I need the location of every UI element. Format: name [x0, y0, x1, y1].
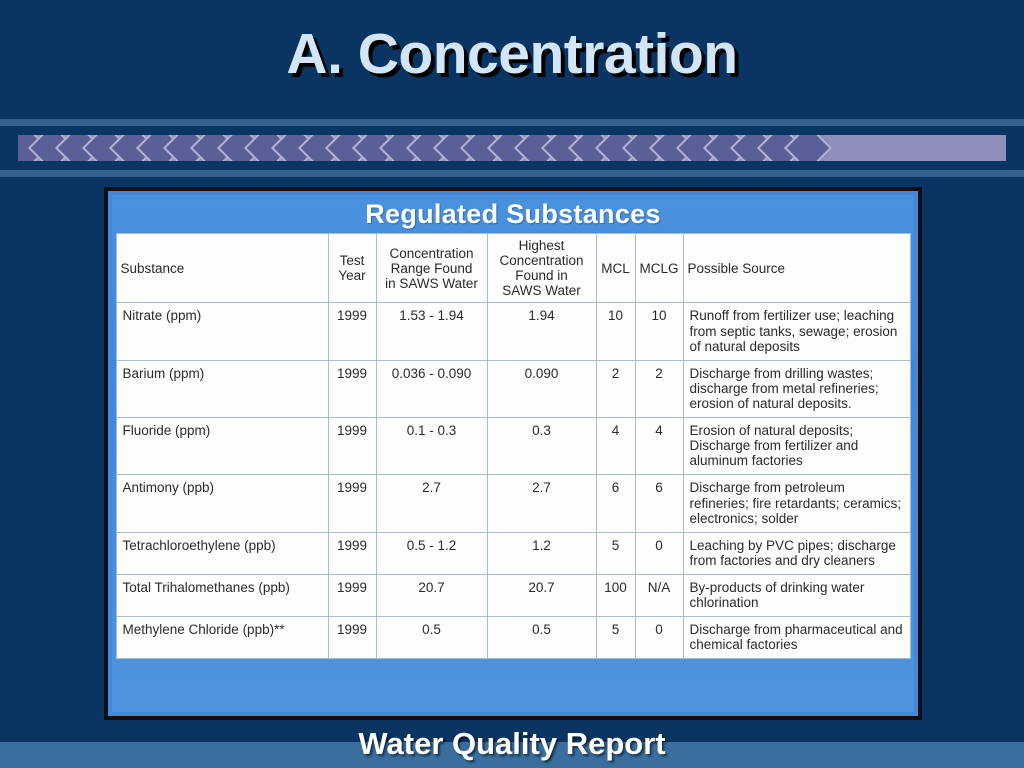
cell-highest: 0.3	[486, 417, 597, 476]
figure-inner-panel: Regulated Substances Substance Test Year…	[112, 195, 914, 712]
cell-highest: 0.090	[486, 359, 597, 419]
col-header-highest-line3: Found in	[515, 268, 568, 284]
cell-test-year: 1999	[327, 474, 377, 533]
cell-mclg: N/A	[634, 573, 684, 618]
cell-mcl: 2	[595, 359, 636, 419]
cell-substance: Nitrate (ppm)	[115, 302, 329, 361]
cell-range: 1.53 - 1.94	[375, 302, 488, 361]
cell-test-year: 1999	[327, 531, 377, 575]
cell-substance: Antimony (ppb)	[115, 474, 329, 533]
table-row: Total Trihalomethanes (ppb) 1999 20.7 20.7 1…	[115, 573, 911, 618]
cell-range: 2.7	[375, 474, 488, 533]
page-title: A. Concentration	[286, 22, 738, 86]
cell-mcl: 5	[595, 616, 636, 660]
cell-possible-source: Discharge from petroleum refineries; fir…	[682, 474, 911, 533]
diamond-row	[18, 135, 1006, 161]
cell-possible-source: Leaching by PVC pipes; discharge from fa…	[682, 531, 911, 575]
diamond-strip	[18, 135, 1006, 161]
cell-substance: Barium (ppm)	[115, 359, 329, 419]
col-header-test-year: Test Year	[327, 232, 377, 304]
cell-test-year: 1999	[327, 359, 377, 419]
col-header-test-year-line2: Year	[338, 268, 366, 284]
table-row: Fluoride (ppm) 1999 0.1 - 0.3 0.3 4 4 Erosion …	[115, 417, 911, 476]
regulated-substances-figure: Regulated Substances Substance Test Year…	[104, 187, 922, 720]
col-header-highest-line4: SAWS Water	[502, 283, 581, 299]
cell-mclg: 2	[634, 359, 684, 419]
col-header-range-line2: Range Found	[390, 260, 473, 276]
cell-possible-source: Runoff from fertilizer use; leaching fro…	[682, 302, 911, 361]
cell-highest: 0.5	[486, 616, 597, 660]
cell-substance: Fluoride (ppm)	[115, 417, 329, 476]
band-rule-bottom	[0, 170, 1024, 177]
cell-range: 20.7	[375, 573, 488, 618]
table-row: Barium (ppm) 1999 0.036 - 0.090 0.090 2 2 Disc…	[115, 359, 911, 419]
cell-possible-source: By-products of drinking water chlorinati…	[682, 573, 911, 618]
cell-test-year: 1999	[327, 302, 377, 361]
cell-range: 0.036 - 0.090	[375, 359, 488, 419]
table-row: Nitrate (ppm) 1999 1.53 - 1.94 1.94 10 10 Runo…	[115, 302, 911, 361]
cell-range: 0.5 - 1.2	[375, 531, 488, 575]
cell-highest: 20.7	[486, 573, 597, 618]
cell-test-year: 1999	[327, 616, 377, 660]
table-body: Nitrate (ppm) 1999 1.53 - 1.94 1.94 10 10 Runo…	[115, 302, 911, 660]
col-header-test-year-line1: Test	[339, 253, 365, 269]
cell-mclg: 0	[634, 616, 684, 660]
col-header-range-line1: Concentration	[389, 245, 474, 261]
col-header-possible-source: Possible Source	[682, 232, 911, 304]
cell-mcl: 4	[595, 417, 636, 476]
table-header: Substance Test Year Concentration Range …	[115, 232, 911, 304]
footer-caption: Water Quality Report	[358, 726, 666, 761]
col-header-highest-line1: Highest	[518, 238, 565, 253]
cell-mcl: 5	[595, 531, 636, 575]
table-row: Methylene Chloride (ppb)** 1999 0.5 0.5 5 0 Di…	[115, 616, 911, 660]
cell-range: 0.1 - 0.3	[375, 417, 488, 476]
cell-mclg: 10	[634, 302, 684, 361]
cell-mclg: 0	[634, 531, 684, 575]
cell-mcl: 6	[595, 474, 636, 533]
cell-test-year: 1999	[327, 417, 377, 476]
cell-mclg: 4	[634, 417, 684, 476]
cell-highest: 1.2	[486, 531, 597, 575]
cell-test-year: 1999	[327, 573, 377, 618]
cell-possible-source: Discharge from drilling wastes; discharg…	[682, 359, 911, 419]
cell-highest: 1.94	[486, 302, 597, 361]
regulated-substances-table: Substance Test Year Concentration Range …	[115, 232, 911, 660]
decorative-diamond-band	[0, 119, 1024, 177]
cell-mcl: 100	[595, 573, 636, 618]
footer-band	[0, 742, 1024, 768]
band-rule-top	[0, 119, 1024, 126]
cell-substance: Total Trihalomethanes (ppb)	[115, 573, 329, 618]
cell-substance: Methylene Chloride (ppb)**	[115, 616, 329, 660]
cell-possible-source: Erosion of natural deposits; Discharge f…	[682, 417, 911, 476]
col-header-highest-line2: Concentration	[499, 253, 584, 269]
cell-mcl: 10	[595, 302, 636, 361]
table-header-row: Substance Test Year Concentration Range …	[115, 232, 911, 304]
col-header-highest: Highest Concentration Found in SAWS Wate…	[486, 232, 597, 304]
table-row: Antimony (ppb) 1999 2.7 2.7 6 6 Discharge from…	[115, 474, 911, 533]
col-header-range: Concentration Range Found in SAWS Water	[375, 232, 488, 304]
cell-mclg: 6	[634, 474, 684, 533]
cell-possible-source: Discharge from pharmaceutical and chemic…	[682, 616, 911, 660]
figure-title: Regulated Substances	[365, 199, 661, 229]
table-row: Tetrachloroethylene (ppb) 1999 0.5 - 1.2 1.…	[115, 531, 911, 575]
col-header-substance: Substance	[115, 232, 329, 304]
cell-range: 0.5	[375, 616, 488, 660]
col-header-range-line3: in SAWS Water	[385, 275, 478, 291]
col-header-mcl: MCL	[595, 232, 636, 304]
col-header-mclg: MCLG	[634, 232, 684, 304]
cell-highest: 2.7	[486, 474, 597, 533]
cell-substance: Tetrachloroethylene (ppb)	[115, 531, 329, 575]
